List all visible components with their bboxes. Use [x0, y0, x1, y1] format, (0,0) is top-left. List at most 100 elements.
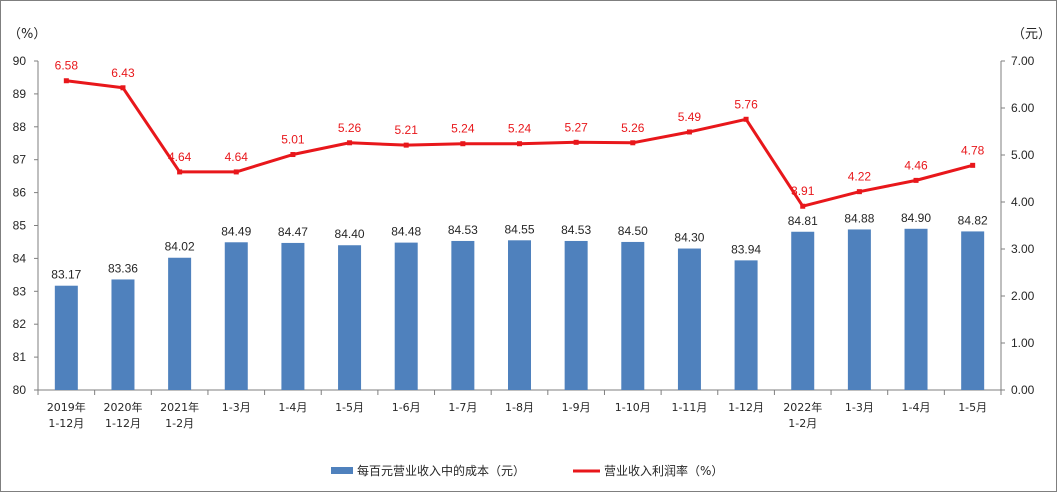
category-label: 1-7月: [448, 401, 477, 414]
line-point: [460, 141, 466, 147]
bar: [281, 242, 305, 390]
legend-swatch-bar: [331, 467, 353, 474]
line-data-label: 5.21: [395, 123, 419, 137]
bar: [677, 248, 701, 390]
left-axis-unit: （%）: [8, 27, 46, 42]
bar-data-label: 84.49: [221, 224, 251, 238]
line-point: [743, 116, 749, 122]
bar-data-label: 84.88: [844, 211, 874, 225]
bar: [54, 285, 78, 390]
line-point: [403, 142, 409, 148]
bar: [621, 241, 645, 390]
category-label: 1-8月: [505, 401, 534, 414]
bar-series: 83.17 83.36 84.02 84.49 84.47 84.40 84.48 84.53…: [51, 211, 988, 390]
line-series: 6.58 6.43 4.64 4.64 5.01 5.26 5.21 5.24 5.24 5.27…: [55, 59, 985, 209]
line-data-label: 5.01: [281, 133, 305, 147]
right-tick-label: 5.00: [1011, 148, 1035, 162]
line-data-label: 4.78: [961, 143, 985, 157]
bar: [961, 231, 985, 390]
category-label: 1-6月: [392, 401, 421, 414]
bar-data-label: 83.17: [51, 268, 81, 282]
line-point: [686, 129, 692, 135]
left-tick-label: 80: [13, 383, 27, 397]
line-point: [290, 152, 296, 158]
line-point: [573, 139, 579, 145]
line-point: [120, 85, 126, 91]
axes: 80 81 82 83 84 85 86 87 88 89 90 0.00 1.00 2.00 3.00 4.…: [13, 54, 1035, 397]
bar-data-label: 84.50: [618, 224, 648, 238]
left-tick-label: 86: [13, 186, 27, 200]
line-data-label: 5.26: [338, 121, 362, 135]
line-data-label: 5.49: [678, 110, 702, 124]
bar: [338, 245, 362, 390]
category-label: 2021年: [160, 400, 199, 414]
line-point: [630, 140, 636, 146]
left-tick-label: 83: [13, 284, 27, 298]
line-point: [233, 169, 239, 175]
bar: [564, 240, 588, 390]
left-tick-label: 85: [13, 219, 27, 233]
bar: [168, 257, 192, 390]
bar-data-label: 84.81: [788, 214, 818, 228]
left-tick-label: 81: [13, 350, 27, 364]
left-tick-label: 84: [13, 251, 27, 265]
legend-label-bar: 每百元营业收入中的成本（元）: [357, 463, 525, 478]
right-tick-label: 0.00: [1011, 383, 1035, 397]
line-data-label: 4.22: [848, 170, 872, 184]
bar: [734, 260, 758, 390]
line-data-label: 5.27: [564, 120, 588, 134]
category-label: 1-5月: [958, 401, 987, 414]
line-data-label: 5.24: [508, 122, 532, 136]
left-tick-label: 82: [13, 317, 27, 331]
line-data-label: 6.58: [55, 59, 79, 73]
category-label: 1-10月: [615, 401, 651, 414]
bar: [791, 231, 815, 390]
category-label: 1-4月: [902, 401, 931, 414]
line-data-label: 5.76: [734, 97, 758, 111]
bar: [224, 242, 248, 390]
line-point: [517, 141, 522, 147]
category-label: 1-3月: [845, 401, 874, 414]
category-label: 1-2月: [165, 417, 194, 430]
category-label: 1-4月: [278, 401, 307, 414]
bar: [508, 240, 531, 390]
category-label: 1-12月: [48, 417, 84, 430]
legend-label-line: 营业收入利润率（%）: [604, 463, 723, 478]
category-label: 1-12月: [728, 401, 764, 414]
line-point: [856, 189, 862, 195]
bar-data-label: 84.48: [391, 225, 421, 239]
bar-data-label: 84.53: [561, 223, 591, 237]
right-tick-label: 4.00: [1011, 195, 1035, 209]
category-axis-labels: 2019年 1-12月 2020年 1-12月 2021年 1-2月 1-3月 1-4月 1-5…: [47, 400, 987, 430]
bar-data-label: 84.90: [901, 211, 931, 225]
category-label: 1-2月: [788, 417, 817, 430]
right-axis-unit: （元）: [1012, 27, 1051, 42]
bar-data-label: 84.53: [448, 223, 478, 237]
legend: 每百元营业收入中的成本（元） 营业收入利润率（%）: [331, 463, 723, 478]
category-label: 1-3月: [222, 401, 251, 414]
right-tick-label: 7.00: [1011, 54, 1035, 68]
right-tick-label: 6.00: [1011, 101, 1035, 115]
right-tick-label: 2.00: [1011, 289, 1035, 303]
bar-data-label: 84.82: [958, 213, 988, 227]
line-data-label: 4.64: [168, 150, 192, 164]
line-point: [913, 177, 919, 183]
bar-data-label: 83.36: [108, 261, 138, 275]
line-data-label: 6.43: [111, 66, 135, 80]
line-data-label: 4.64: [225, 150, 249, 164]
bar-data-label: 84.02: [165, 240, 195, 254]
line-point: [347, 140, 353, 146]
bar: [451, 240, 475, 390]
line-point: [63, 78, 69, 84]
category-label: 2022年: [783, 400, 822, 414]
category-label: 2020年: [103, 400, 142, 414]
left-tick-label: 89: [13, 87, 27, 101]
left-tick-label: 87: [13, 153, 27, 167]
line-point: [177, 169, 183, 175]
left-tick-label: 90: [13, 54, 27, 68]
line-data-label: 4.46: [904, 158, 928, 172]
bar: [111, 279, 135, 390]
category-label: 1-9月: [562, 401, 591, 414]
category-label: 1-11月: [671, 401, 707, 414]
left-tick-label: 88: [13, 120, 27, 134]
